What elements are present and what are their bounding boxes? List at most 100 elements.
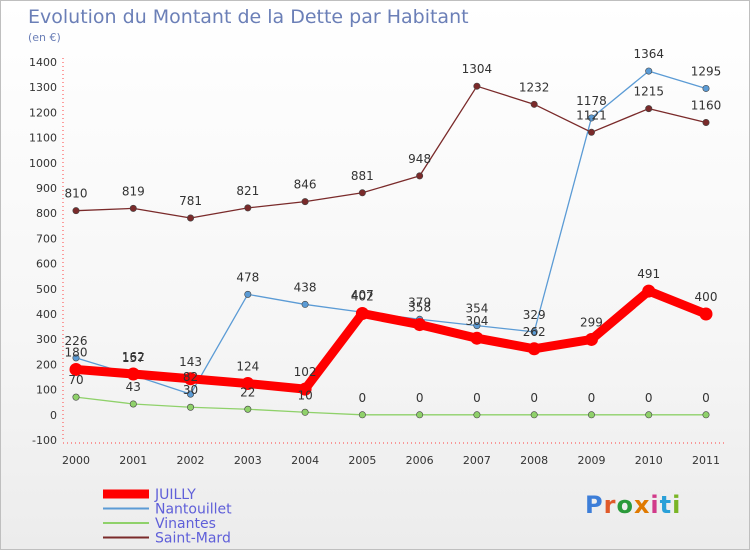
data-label: 0: [530, 391, 538, 405]
chart-subtitle: (en €): [28, 31, 61, 44]
data-label: 478: [236, 270, 259, 284]
data-label: 1304: [462, 62, 493, 76]
data-label: 180: [65, 345, 88, 359]
data-label: 0: [473, 391, 481, 405]
data-point: [587, 128, 595, 136]
data-label: 82: [183, 370, 198, 384]
data-point: [301, 408, 309, 416]
data-label: 402: [351, 289, 374, 303]
legend-label: JUILLY: [154, 487, 196, 503]
chart-data-labels: 180 162 143 124 102 402 358 304 262 299 491 400 226 1…: [65, 47, 722, 405]
data-point: [645, 105, 653, 113]
y-tick-label: 700: [36, 232, 57, 245]
data-point: [301, 198, 309, 206]
data-point: [530, 100, 538, 108]
data-point: [416, 411, 424, 419]
data-point: [702, 84, 710, 92]
data-label: 1295: [691, 64, 722, 78]
legend-label: Saint-Mard: [155, 531, 231, 547]
data-label: 1121: [576, 108, 607, 122]
data-label: 781: [179, 194, 202, 208]
data-point: [241, 377, 255, 391]
y-tick-label: 800: [36, 207, 57, 220]
data-label: 400: [695, 290, 718, 304]
x-tick-label: 2002: [177, 454, 205, 467]
data-label: 846: [294, 178, 317, 192]
proxiti-logo: Proxiti: [585, 491, 681, 519]
data-label: 329: [523, 308, 546, 322]
legend-label: Nantouillet: [155, 502, 232, 518]
data-label: 819: [122, 184, 145, 198]
data-point: [530, 411, 538, 419]
data-label: 881: [351, 169, 374, 183]
data-label: 304: [465, 314, 488, 328]
data-point: [470, 331, 484, 345]
series-line-juilly: [71, 286, 711, 394]
data-label: 821: [236, 184, 259, 198]
logo-letter: i: [672, 491, 682, 519]
y-tick-label: 600: [36, 258, 57, 271]
data-point: [126, 367, 140, 381]
data-label: 102: [294, 365, 317, 379]
data-label: 22: [240, 385, 255, 399]
y-tick-label: 1000: [29, 157, 57, 170]
y-tick-label: 1100: [29, 132, 57, 145]
logo-letter: P: [585, 491, 604, 519]
data-label: 10: [297, 388, 312, 402]
logo-letter: t: [659, 491, 673, 519]
data-label: 226: [65, 334, 88, 348]
chart-series-lines: [71, 70, 711, 416]
data-label: 491: [637, 267, 660, 281]
data-point: [187, 390, 195, 398]
y-tick-label: 1400: [29, 56, 57, 69]
y-tick-label: 200: [36, 358, 57, 371]
data-point: [358, 411, 366, 419]
data-point: [358, 189, 366, 197]
data-point: [244, 290, 252, 298]
series-line-saint-mard: [75, 85, 707, 219]
data-point: [702, 411, 710, 419]
data-point: [298, 382, 312, 396]
data-point: [129, 204, 137, 212]
y-tick-label: 0: [50, 409, 57, 422]
x-tick-label: 2001: [119, 454, 147, 467]
data-point: [244, 405, 252, 413]
logo-letter: o: [616, 491, 634, 519]
data-point: [72, 354, 80, 362]
data-point: [72, 393, 80, 401]
data-label: 810: [65, 187, 88, 201]
data-label: 162: [122, 350, 145, 364]
data-point: [645, 411, 653, 419]
data-label: 948: [408, 152, 431, 166]
y-tick-label: 1200: [29, 106, 57, 119]
data-point: [642, 284, 656, 298]
y-tick-label: 900: [36, 182, 57, 195]
data-point: [527, 342, 541, 356]
data-label: 157: [122, 351, 145, 365]
chart-title: Evolution du Montant de la Dette par Hab…: [28, 6, 469, 28]
x-tick-label: 2008: [520, 454, 548, 467]
data-label: 1232: [519, 80, 550, 94]
data-point: [473, 82, 481, 90]
x-tick-label: 2004: [291, 454, 319, 467]
data-point: [530, 328, 538, 336]
series-line-vinantes: [75, 396, 707, 416]
x-tick-label: 2006: [406, 454, 434, 467]
data-label: 379: [408, 295, 431, 309]
data-point: [416, 172, 424, 180]
data-point: [645, 67, 653, 75]
data-label: 354: [465, 302, 488, 316]
data-point: [187, 403, 195, 411]
y-tick-label: 1300: [29, 81, 57, 94]
data-label: 358: [408, 301, 431, 315]
data-label: 0: [359, 391, 367, 405]
y-tick-label: 400: [36, 308, 57, 321]
x-tick-label: 2009: [577, 454, 605, 467]
chart-series-points: [69, 67, 713, 419]
data-label: 70: [68, 373, 83, 387]
data-point: [301, 300, 309, 308]
x-tick-label: 2011: [692, 454, 720, 467]
series-line-nantouillet: [75, 70, 707, 395]
y-tick-label: 100: [36, 384, 57, 397]
